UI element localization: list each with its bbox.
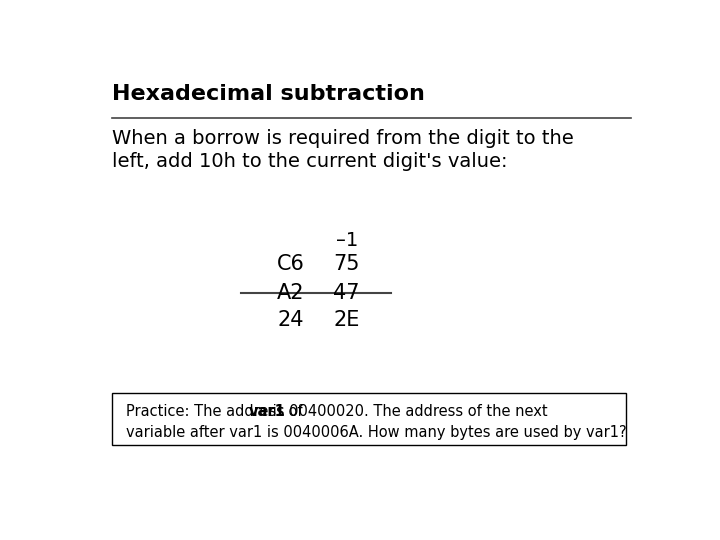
Text: 47: 47: [333, 283, 360, 303]
Text: variable after var1 is 0040006A. How many bytes are used by var1?: variable after var1 is 0040006A. How man…: [126, 426, 627, 440]
Text: Practice: The address of: Practice: The address of: [126, 404, 307, 418]
Text: 2E: 2E: [333, 310, 360, 330]
Text: var1: var1: [248, 404, 285, 418]
Text: left, add 10h to the current digit's value:: left, add 10h to the current digit's val…: [112, 152, 508, 171]
Text: Hexadecimal subtraction: Hexadecimal subtraction: [112, 84, 426, 104]
Text: When a borrow is required from the digit to the: When a borrow is required from the digit…: [112, 129, 574, 149]
Text: 24: 24: [278, 310, 304, 330]
Text: C6: C6: [277, 254, 305, 274]
Text: –1: –1: [336, 231, 358, 250]
Text: A2: A2: [277, 283, 305, 303]
FancyBboxPatch shape: [112, 393, 626, 446]
Text: is 00400020. The address of the next: is 00400020. The address of the next: [268, 404, 547, 418]
Text: 75: 75: [333, 254, 360, 274]
